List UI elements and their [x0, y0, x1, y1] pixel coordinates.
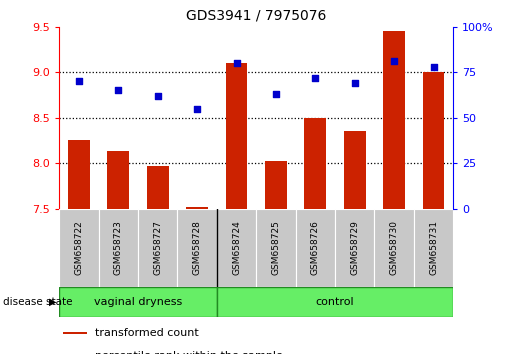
Point: [272, 91, 280, 97]
Point: [311, 75, 319, 80]
Bar: [186, 207, 208, 209]
Point: [390, 58, 398, 64]
Point: [351, 80, 359, 86]
Bar: [226, 63, 247, 209]
Point: [75, 79, 83, 84]
Text: GSM658725: GSM658725: [271, 220, 280, 275]
FancyBboxPatch shape: [374, 209, 414, 287]
FancyBboxPatch shape: [99, 209, 138, 287]
Text: GSM658727: GSM658727: [153, 220, 162, 275]
Text: GSM658726: GSM658726: [311, 220, 320, 275]
Point: [153, 93, 162, 99]
Text: GSM658722: GSM658722: [75, 221, 83, 275]
Text: GSM658728: GSM658728: [193, 220, 201, 275]
Text: percentile rank within the sample: percentile rank within the sample: [95, 351, 283, 354]
Text: disease state: disease state: [3, 297, 72, 307]
Text: GSM658730: GSM658730: [390, 220, 399, 275]
Bar: [108, 152, 129, 209]
Bar: [147, 166, 168, 209]
Text: vaginal dryness: vaginal dryness: [94, 297, 182, 307]
FancyBboxPatch shape: [217, 209, 256, 287]
Title: GDS3941 / 7975076: GDS3941 / 7975076: [186, 8, 327, 23]
Text: GSM658729: GSM658729: [350, 220, 359, 275]
Bar: [423, 72, 444, 209]
FancyBboxPatch shape: [59, 209, 99, 287]
Bar: [265, 161, 287, 209]
Text: GSM658723: GSM658723: [114, 220, 123, 275]
Text: GSM658731: GSM658731: [429, 220, 438, 275]
Point: [232, 60, 241, 66]
FancyBboxPatch shape: [414, 209, 453, 287]
Text: GSM658724: GSM658724: [232, 221, 241, 275]
Text: control: control: [316, 297, 354, 307]
Text: transformed count: transformed count: [95, 328, 198, 338]
Bar: [304, 118, 326, 209]
FancyBboxPatch shape: [335, 209, 374, 287]
Bar: [344, 131, 366, 209]
Point: [193, 106, 201, 112]
FancyBboxPatch shape: [138, 209, 177, 287]
FancyBboxPatch shape: [256, 209, 296, 287]
FancyBboxPatch shape: [217, 287, 453, 317]
FancyBboxPatch shape: [177, 209, 217, 287]
Text: ▶: ▶: [49, 297, 57, 307]
Point: [430, 64, 438, 69]
Bar: [63, 332, 87, 334]
Point: [114, 87, 123, 93]
FancyBboxPatch shape: [59, 287, 217, 317]
Bar: [68, 141, 90, 209]
Bar: [383, 31, 405, 209]
FancyBboxPatch shape: [296, 209, 335, 287]
